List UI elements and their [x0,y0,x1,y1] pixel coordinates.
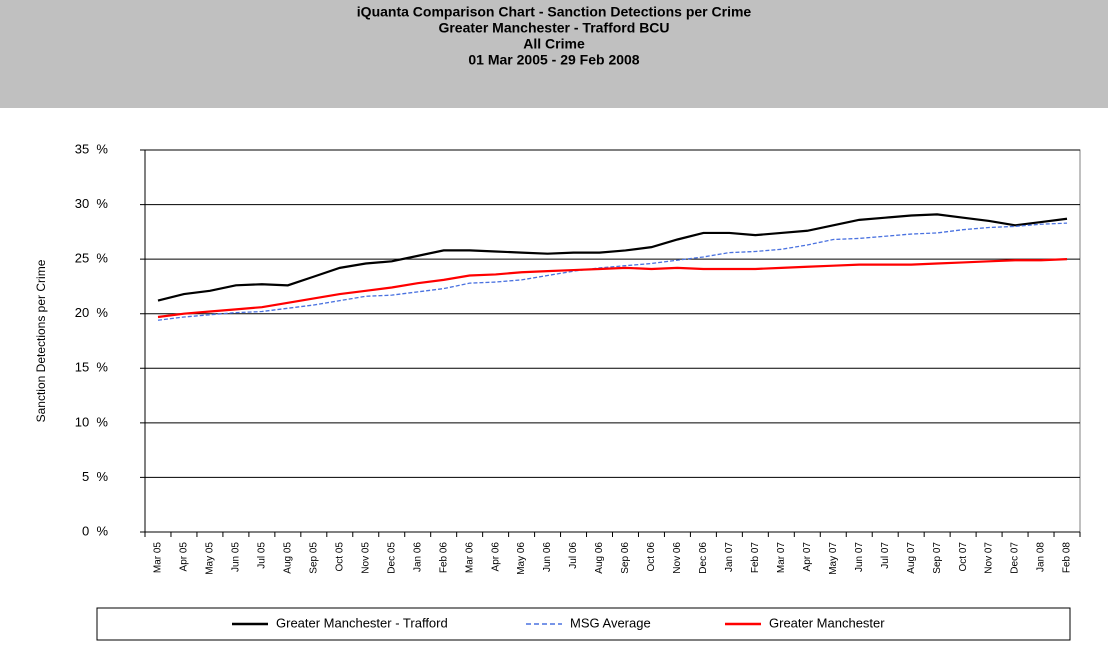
y-tick-label: 0 % [82,523,108,538]
x-tick-label: Oct 06 [646,542,657,572]
x-tick-label: Apr 07 [802,542,813,572]
y-tick-label: 30 % [75,196,109,211]
x-tick-label: Feb 07 [750,542,761,574]
x-tick-label: Jul 06 [568,542,579,569]
legend-label: Greater Manchester - Trafford [276,615,448,630]
x-tick-label: Mar 07 [776,542,787,574]
x-tick-label: Oct 07 [958,542,969,572]
y-tick-label: 20 % [75,305,109,320]
x-tick-label: May 05 [205,542,216,575]
x-tick-label: May 06 [516,542,527,575]
y-tick-label: 10 % [75,414,109,429]
x-tick-label: Aug 06 [594,542,605,574]
y-axis-label: Sanction Detections per Crime [34,259,48,422]
x-tick-label: Nov 05 [360,542,371,574]
x-tick-label: Sep 06 [620,542,631,574]
y-tick-label: 15 % [75,360,109,375]
x-tick-label: Oct 05 [334,542,345,572]
subtitle: Greater Manchester - Trafford BCU [438,20,669,36]
x-tick-label: Nov 07 [984,542,995,574]
y-tick-label: 35 % [75,141,109,156]
x-tick-label: Nov 06 [672,542,683,574]
x-tick-label: Sep 07 [932,542,943,574]
series-line [157,222,1068,321]
x-tick-label: Feb 08 [1062,542,1073,574]
x-tick-label: Jan 08 [1036,542,1047,572]
x-tick-label: Jul 05 [257,542,268,569]
x-tick-label: Sep 05 [308,542,319,574]
header [0,0,1108,108]
x-tick-label: Jun 06 [542,542,553,572]
x-tick-label: Aug 07 [906,542,917,574]
x-tick-label: Jul 07 [880,542,891,569]
x-tick-label: Dec 05 [386,542,397,574]
x-tick-label: Dec 07 [1010,542,1021,574]
subtitle: All Crime [523,36,585,52]
legend-box [96,607,1071,641]
x-tick-label: Apr 06 [490,542,501,572]
legend-label: Greater Manchester [769,615,885,630]
y-tick-label: 5 % [82,469,108,484]
x-tick-label: Jun 07 [854,542,865,572]
x-tick-label: Dec 06 [698,542,709,574]
x-tick-label: Jan 06 [412,542,423,572]
y-tick-label: 25 % [75,251,109,266]
series-line [157,258,1068,319]
plot-area [144,149,1081,533]
x-tick-label: Jan 07 [724,542,735,572]
subtitle: 01 Mar 2005 - 29 Feb 2008 [468,52,639,68]
series-line [157,213,1068,302]
chart-title: iQuanta Comparison Chart - Sanction Dete… [357,4,752,20]
x-tick-label: Feb 06 [438,542,449,574]
x-tick-label: Mar 05 [153,542,164,574]
x-tick-label: May 07 [828,542,839,575]
x-tick-label: Jun 05 [231,542,242,572]
x-tick-label: Mar 06 [464,542,475,574]
x-tick-label: Apr 05 [179,542,190,572]
x-tick-label: Aug 05 [282,542,293,574]
legend-label: MSG Average [570,615,651,630]
